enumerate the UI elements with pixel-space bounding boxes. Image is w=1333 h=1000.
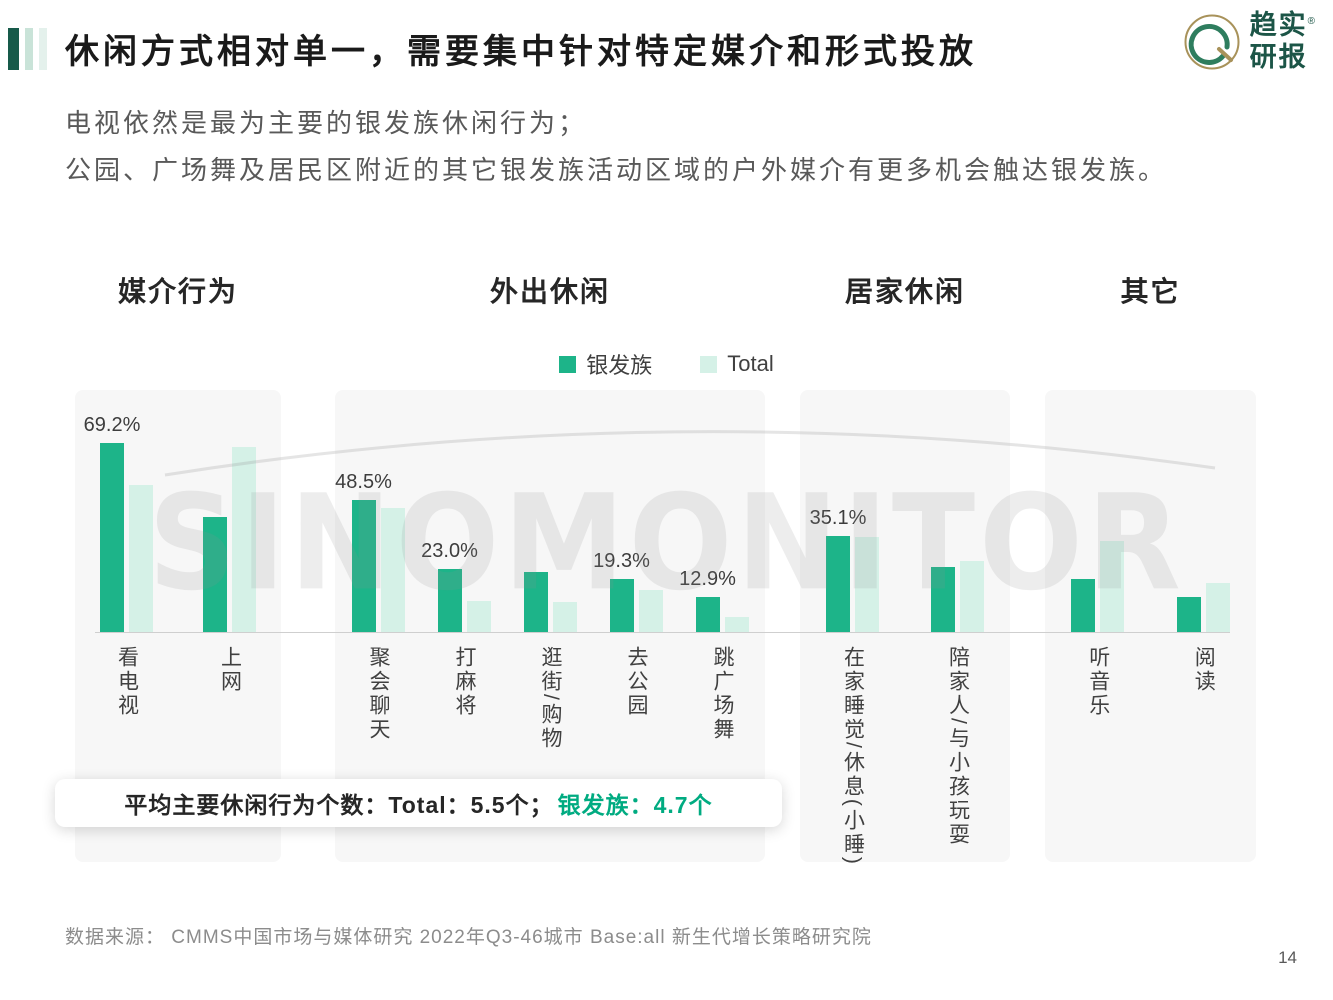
bar-pair-bars: 69.2% [84,390,153,632]
bar-silver: 48.5% [335,471,392,632]
data-source: 数据来源： CMMS中国市场与媒体研究 2022年Q3-46城市 Base:al… [65,927,872,948]
x-axis-line [95,632,1230,633]
bar-pair: 听音乐 [1071,390,1125,718]
group-title: 外出休闲 [489,276,610,307]
chart-panel: 48.5% 聚会聊天 23.0% 打麻将 逛街/购物 19.3% 去公园 12.9% 跳广场舞 [335,390,765,862]
group-title: 媒介行为 [117,276,238,307]
legend-swatch-silver [559,355,577,373]
logo-line2: 研报 [1249,41,1308,72]
legend-label-silver: 银发族 [586,353,653,378]
bar-pair-bars: 48.5% [335,390,405,632]
bar-pair: 48.5% 聚会聊天 [335,390,405,742]
average-callout: 平均主要休闲行为个数：Total：5.5个； 银发族：4.7个 [55,779,782,827]
bar-total [380,508,405,632]
chart-legend: 银发族 Total [0,348,1333,380]
bar-total [1100,541,1125,632]
callout-prefix: 平均主要休闲行为个数：Total：5.5个； [124,792,554,818]
page-title: 休闲方式相对单一，需要集中针对特定媒介和形式投放 [65,33,977,71]
bar-pair: 12.9% 跳广场舞 [679,390,749,742]
bar-pair-bars [1176,390,1230,632]
bar-category-label: 聚会聊天 [367,646,391,742]
bar-value-label: 12.9% [679,568,736,590]
registered-mark: ® [1307,16,1317,27]
intro-text: 电视依然是最为主要的银发族休闲行为； 公园、广场舞及居民区附近的其它银发族活动区… [65,100,1167,195]
bar-category-label: 打麻将 [453,646,477,718]
bar-category-label: 去公园 [625,646,649,718]
bar-pair: 23.0% 打麻将 [421,390,491,718]
bar-pair-bars [1071,390,1125,632]
bar-silver [1071,579,1096,632]
bar-pair: 逛街/购物 [523,390,577,751]
bar-pair-bars: 35.1% [810,390,879,632]
bar-total [855,537,879,632]
page-number: 14 [1278,948,1297,967]
bar-pair-bars [203,390,256,632]
intro-line2: 公园、广场舞及居民区附近的其它银发族活动区域的户外媒介有更多机会触达银发族。 [65,155,1168,186]
bar-total [724,617,749,632]
bar-value-label: 48.5% [335,471,392,493]
bar-total [552,602,577,632]
bar-value-label: 69.2% [83,414,141,436]
legend-item-total: Total [700,348,774,380]
title-decoration [8,28,47,70]
callout-highlight: 银发族：4.7个 [557,792,713,818]
bar-silver: 19.3% [593,550,650,632]
bar-total [1205,583,1230,632]
bar-silver [523,572,548,632]
bar-pair-bars [523,390,577,632]
bar-silver: 69.2% [84,414,140,632]
deco-bar-light [39,28,47,70]
bar-category-label: 听音乐 [1086,646,1110,718]
bar-pair: 阅读 [1176,390,1230,694]
bar-silver [931,567,955,632]
bar-category-label: 在家睡觉/休息(小睡) [841,646,865,867]
bar-category-label: 阅读 [1192,646,1216,694]
bar-pair-bars: 12.9% [679,390,749,632]
bar-silver: 35.1% [810,507,866,632]
bar-category-label: 看电视 [115,646,139,718]
bar-pair-bars [931,390,984,632]
logo-q-icon [1184,14,1240,70]
intro-line1: 电视依然是最为主要的银发族休闲行为； [65,108,588,138]
bar-value-label: 19.3% [593,550,650,572]
bar-category-label: 陪家人/与小孩玩耍 [946,646,970,847]
legend-item-silver: 银发族 [559,348,652,380]
bar-pair-bars: 23.0% [421,390,491,632]
bar-silver [203,517,227,632]
bar-category-label: 上网 [218,646,242,694]
group-title: 居家休闲 [844,276,965,307]
bar-silver: 23.0% [421,540,478,632]
bar-pair: 上网 [203,390,256,694]
chart-panel: 35.1% 在家睡觉/休息(小睡) 陪家人/与小孩玩耍 [800,390,1010,867]
group-title: 其它 [1120,276,1181,307]
bar-pair: 陪家人/与小孩玩耍 [931,390,984,847]
bar-silver [1176,597,1201,632]
bar-category-label: 逛街/购物 [539,646,563,751]
bar-pair: 35.1% 在家睡觉/休息(小睡) [810,390,879,867]
legend-swatch-total [700,355,718,373]
bar-total [232,447,256,632]
bar-pair: 19.3% 去公园 [593,390,663,718]
logo-text: 趋实® 研报 [1250,10,1317,74]
bar-value-label: 23.0% [421,540,478,562]
bar-silver: 12.9% [679,568,736,632]
bar-total [129,485,153,632]
bar-pair-bars: 19.3% [593,390,663,632]
bar-total [466,601,491,632]
deco-bar-dark [8,28,19,70]
bar-value-label: 35.1% [809,507,867,529]
deco-bar-medium [25,28,33,70]
chart-panel: 听音乐 阅读 [1045,390,1256,862]
bar-category-label: 跳广场舞 [711,646,735,742]
bar-total [638,590,663,632]
bar-total [960,561,984,632]
brand-logo: 趋实® 研报 [1183,10,1317,74]
bar-pair: 69.2% 看电视 [84,390,153,718]
logo-line1: 趋实 [1249,10,1308,40]
legend-label-total: Total [727,351,774,376]
